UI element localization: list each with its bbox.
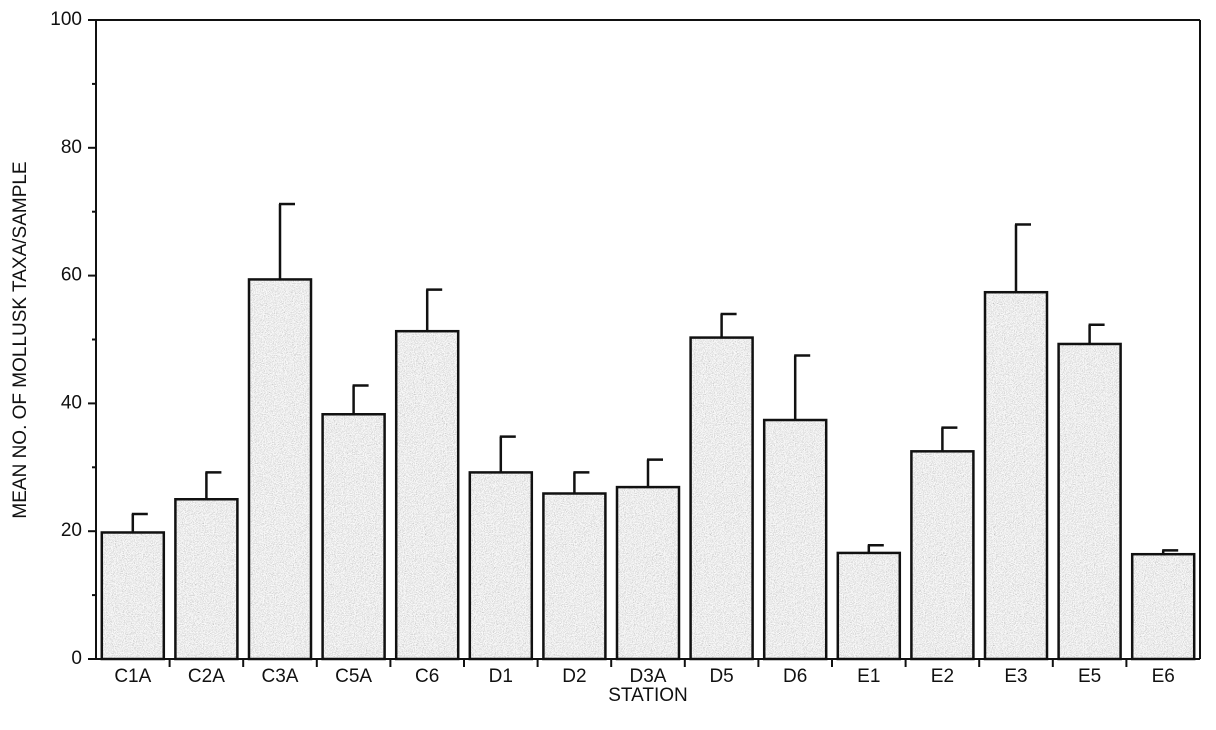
x-tick-label: D1: [489, 666, 513, 687]
bar-c2a: [174, 498, 239, 661]
bar-d1: [468, 471, 534, 661]
x-tick-label: C5A: [335, 666, 372, 687]
bar-c5a: [321, 413, 386, 661]
x-tick-label: D3A: [630, 666, 667, 687]
bar-d6: [762, 418, 828, 661]
bar-d2: [542, 492, 607, 661]
bar-e3: [983, 290, 1049, 661]
y-axis-ticks: 0 20 40 60 80 100: [50, 9, 96, 669]
y-tick-label: 20: [61, 520, 82, 541]
x-tick-label: E3: [1004, 666, 1027, 687]
bars-group: [100, 278, 1196, 661]
x-tick-label: D2: [562, 666, 586, 687]
y-tick-label: 60: [61, 265, 82, 286]
x-tick-label: C6: [415, 666, 439, 687]
bar-e2: [910, 450, 975, 661]
error-bars-group: [131, 202, 1179, 555]
y-tick-label: 100: [50, 9, 82, 30]
y-tick-label: 0: [71, 648, 82, 669]
y-axis-title: MEAN NO. OF MOLLUSK TAXA/SAMPLE: [10, 161, 31, 518]
y-tick-label: 80: [61, 137, 82, 158]
x-tick-label: D5: [709, 666, 733, 687]
bar-c6: [394, 329, 460, 661]
bar-c3a: [247, 278, 313, 661]
x-tick-label: E2: [931, 666, 954, 687]
x-tick-label: C2A: [188, 666, 225, 687]
x-tick-label: C3A: [262, 666, 299, 687]
bar-c1a: [100, 531, 166, 661]
x-tick-label: E6: [1152, 666, 1175, 687]
bar-e6: [1130, 552, 1196, 661]
bar-d3a: [615, 485, 681, 661]
x-axis-ticks: C1A C2A C3A C5A C6 D1 D2 D3A D5 D6 E1 E2 E3 E5 E6: [114, 659, 1175, 687]
x-axis-title: STATION: [608, 685, 688, 706]
x-tick-label: D6: [783, 666, 807, 687]
bar-e1: [836, 551, 902, 661]
x-tick-label: E5: [1078, 666, 1101, 687]
bar-d5: [689, 336, 754, 661]
x-tick-label: E1: [857, 666, 880, 687]
x-tick-label: C1A: [114, 666, 151, 687]
bar-e5: [1057, 342, 1122, 661]
y-tick-label: 40: [61, 392, 82, 413]
